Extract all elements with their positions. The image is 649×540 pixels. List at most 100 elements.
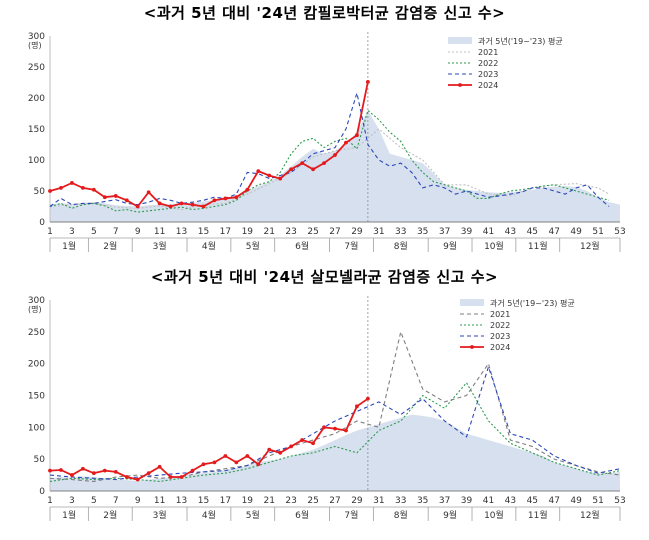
data-point-2024 bbox=[365, 79, 370, 84]
series-line-2022 bbox=[49, 381, 621, 483]
data-point-2024 bbox=[168, 475, 173, 479]
data-point-2024 bbox=[333, 426, 337, 431]
month-label: 2월 bbox=[103, 240, 117, 252]
x-tick-label: 51 bbox=[592, 227, 603, 237]
chart-title-campylobacter: <과거 5년 대비 '24년 캄필로박터균 감염증 신고 수> bbox=[143, 4, 506, 22]
month-label: 5월 bbox=[246, 509, 260, 521]
data-point-2024 bbox=[278, 450, 283, 455]
x-tick-label: 37 bbox=[439, 496, 450, 506]
legend-swatch bbox=[460, 299, 484, 306]
data-point-2024 bbox=[157, 201, 162, 206]
x-tick-label: 19 bbox=[242, 227, 254, 237]
x-tick-label: 45 bbox=[527, 227, 538, 237]
month-label: 4월 bbox=[202, 509, 216, 521]
y-tick-label: 0 bbox=[39, 218, 45, 228]
data-point-2024 bbox=[70, 181, 74, 185]
data-point-2024 bbox=[179, 201, 184, 206]
legend-marker bbox=[470, 345, 474, 349]
x-tick-label: 1 bbox=[47, 496, 53, 506]
data-point-2024 bbox=[365, 396, 370, 401]
y-tick-label: 50 bbox=[34, 187, 46, 197]
x-tick-label: 15 bbox=[198, 496, 209, 506]
data-point-2024 bbox=[135, 477, 140, 482]
data-point-2024 bbox=[59, 186, 63, 190]
data-point-2024 bbox=[59, 468, 63, 472]
series-line-2022 bbox=[49, 109, 610, 213]
data-point-2024 bbox=[267, 173, 272, 178]
series-line-2021 bbox=[49, 329, 621, 483]
x-tick-label: 21 bbox=[264, 227, 275, 237]
month-label: 9월 bbox=[443, 509, 457, 521]
x-tick-label: 47 bbox=[549, 496, 560, 506]
x-tick-label: 35 bbox=[417, 496, 428, 506]
data-point-2024 bbox=[190, 468, 195, 473]
month-label: 11월 bbox=[528, 240, 548, 252]
x-tick-label: 17 bbox=[220, 227, 231, 237]
data-point-2024 bbox=[179, 475, 184, 479]
legend-label: 2024 bbox=[490, 343, 510, 352]
data-point-2024 bbox=[146, 471, 151, 476]
data-point-2024 bbox=[91, 187, 96, 192]
x-tick-label: 15 bbox=[198, 227, 209, 237]
data-point-2024 bbox=[212, 198, 217, 203]
x-tick-label: 13 bbox=[176, 496, 187, 506]
y-tick-label: 300 bbox=[28, 296, 45, 306]
legend-label: 2024 bbox=[478, 81, 498, 90]
data-point-2024 bbox=[355, 404, 359, 409]
y-tick-label: 150 bbox=[28, 125, 45, 135]
x-tick-label: 41 bbox=[483, 227, 494, 237]
y-axis-label: (명) bbox=[28, 304, 42, 314]
data-point-2024 bbox=[344, 428, 348, 433]
x-tick-label: 13 bbox=[176, 227, 187, 237]
y-tick-label: 300 bbox=[28, 32, 45, 42]
data-point-2024 bbox=[333, 153, 337, 157]
data-point-2024 bbox=[102, 468, 107, 473]
x-tick-label: 31 bbox=[373, 496, 384, 506]
month-label: 4월 bbox=[202, 240, 216, 252]
data-point-2024 bbox=[212, 460, 217, 465]
x-tick-label: 41 bbox=[483, 496, 494, 506]
x-tick-label: 21 bbox=[264, 496, 275, 506]
data-point-2024 bbox=[256, 462, 261, 467]
data-point-2024 bbox=[311, 167, 315, 172]
y-tick-label: 100 bbox=[28, 423, 45, 433]
month-label: 5월 bbox=[246, 240, 260, 252]
series-line-2023 bbox=[49, 365, 621, 481]
data-point-2024 bbox=[201, 204, 206, 209]
series-line-2023 bbox=[49, 90, 610, 207]
x-tick-label: 43 bbox=[505, 496, 516, 506]
month-label: 12월 bbox=[580, 509, 600, 521]
data-point-2024 bbox=[355, 133, 359, 138]
x-tick-label: 25 bbox=[307, 496, 318, 506]
x-tick-label: 29 bbox=[351, 227, 363, 237]
data-point-2024 bbox=[267, 447, 272, 452]
data-point-2024 bbox=[70, 473, 74, 477]
x-tick-label: 23 bbox=[285, 227, 296, 237]
x-tick-label: 7 bbox=[113, 227, 119, 237]
data-point-2024 bbox=[80, 466, 85, 471]
x-tick-label: 7 bbox=[113, 496, 119, 506]
x-tick-label: 49 bbox=[570, 496, 582, 506]
month-label: 1월 bbox=[62, 240, 76, 252]
x-tick-label: 47 bbox=[549, 227, 560, 237]
x-tick-label: 33 bbox=[395, 227, 406, 237]
data-point-2024 bbox=[146, 190, 151, 195]
x-tick-label: 37 bbox=[439, 227, 450, 237]
month-label: 10월 bbox=[484, 240, 504, 252]
month-label: 6월 bbox=[295, 509, 309, 521]
y-tick-label: 50 bbox=[34, 455, 46, 465]
x-tick-label: 39 bbox=[461, 227, 473, 237]
data-point-2024 bbox=[256, 169, 261, 174]
data-point-2024 bbox=[48, 468, 52, 473]
legend-label: 2022 bbox=[490, 321, 510, 330]
data-point-2024 bbox=[201, 462, 206, 467]
legend-label: 2021 bbox=[478, 48, 498, 57]
data-point-2024 bbox=[223, 454, 228, 458]
x-tick-label: 43 bbox=[505, 227, 516, 237]
x-tick-label: 33 bbox=[395, 496, 406, 506]
month-label: 12월 bbox=[580, 240, 600, 252]
data-point-2024 bbox=[168, 204, 173, 209]
chart-title-salmonella: <과거 5년 대비 '24년 살모넬라균 감염증 신고 수> bbox=[150, 268, 499, 286]
legend-marker bbox=[458, 83, 462, 87]
x-tick-label: 49 bbox=[570, 227, 582, 237]
